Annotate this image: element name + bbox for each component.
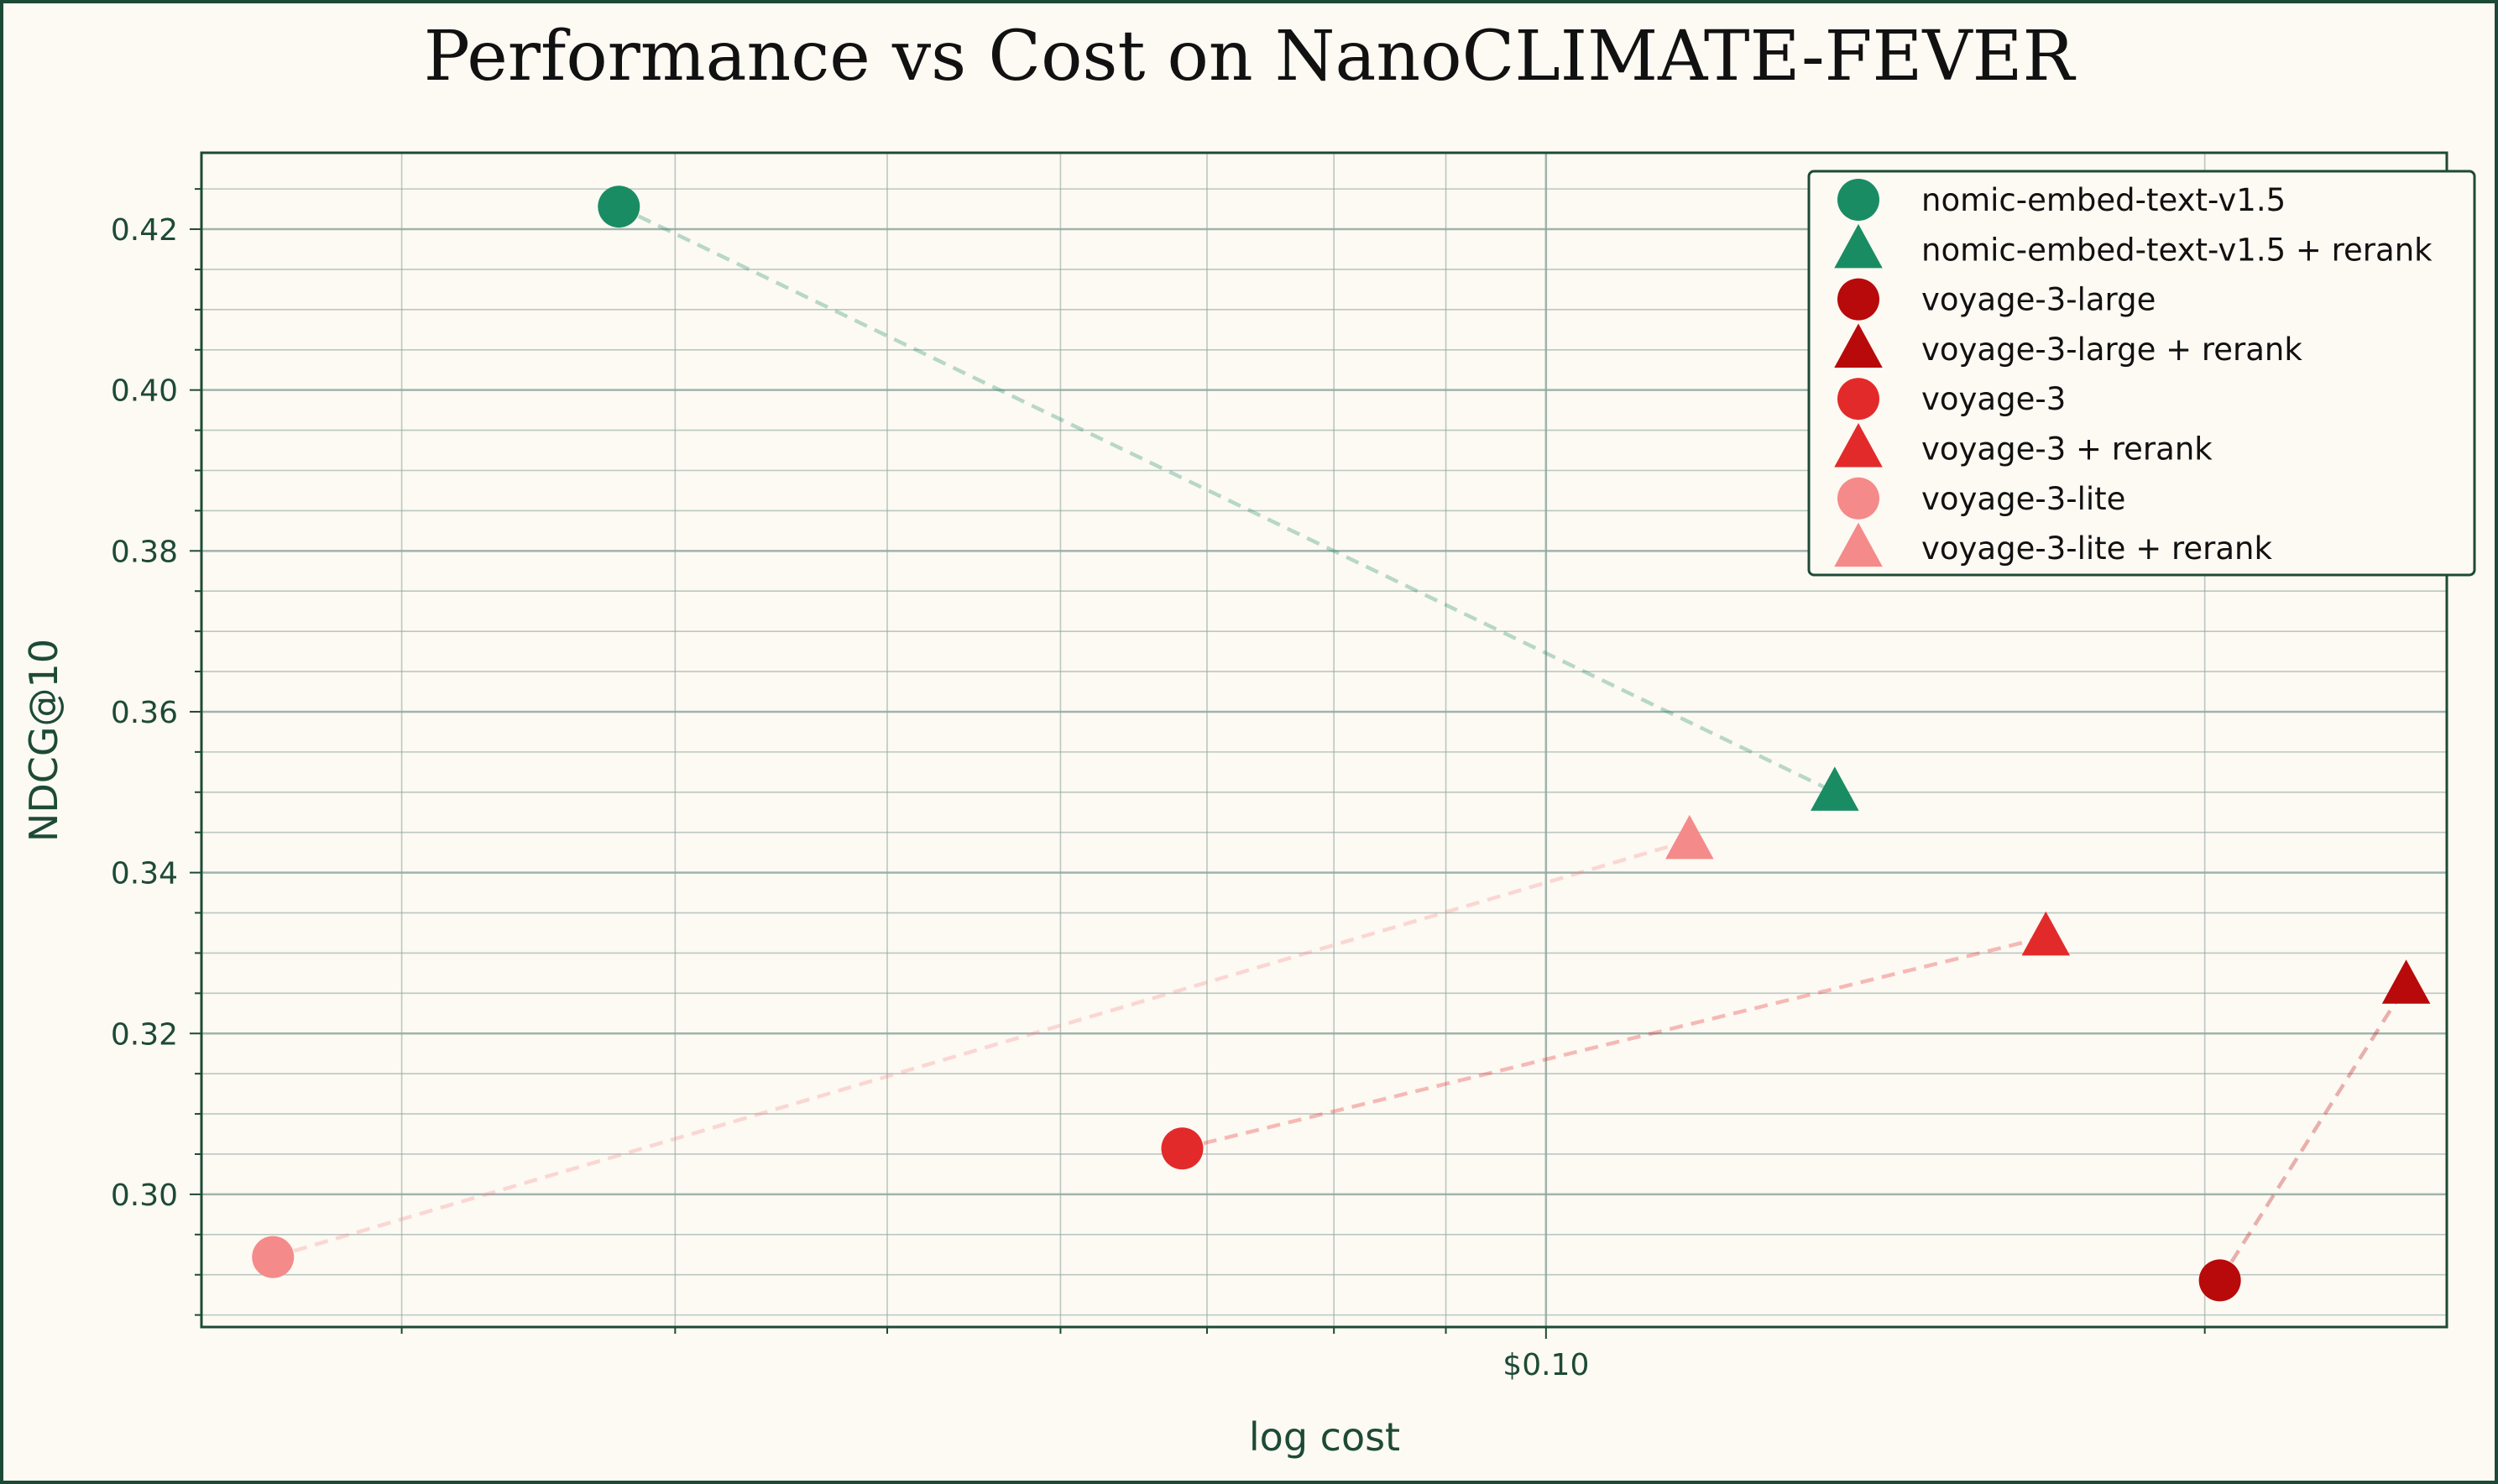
- legend-label: voyage-3: [1921, 381, 2066, 417]
- legend-marker-circle: [1837, 477, 1879, 520]
- legend-marker-triangle: [1834, 423, 1883, 468]
- y-tick-label: 0.38: [111, 535, 178, 569]
- y-tick-label: 0.36: [111, 696, 178, 730]
- data-point-triangle: [1665, 814, 1714, 860]
- legend-label: nomic-embed-text-v1.5: [1921, 182, 2286, 218]
- legend-label: voyage-3 + rerank: [1921, 431, 2213, 468]
- legend-label: voyage-3-lite: [1921, 481, 2125, 517]
- data-points: [252, 186, 2431, 1302]
- legend-marker-circle: [1837, 179, 1879, 221]
- connector-line: [1181, 935, 2046, 1151]
- data-point-circle: [2198, 1259, 2241, 1302]
- legend: nomic-embed-text-v1.5 nomic-embed-text-v1…: [1807, 170, 2476, 577]
- legend-marker-circle: [1837, 278, 1879, 321]
- connector-line: [618, 205, 1836, 794]
- connector-lines: [272, 205, 2408, 1282]
- x-tick-label: $0.10: [1502, 1348, 1589, 1382]
- y-tick-label: 0.40: [111, 374, 178, 409]
- legend-label: voyage-3-large + rerank: [1921, 332, 2302, 368]
- data-point-triangle: [2381, 959, 2431, 1004]
- legend-marker-triangle: [1834, 323, 1883, 368]
- legend-label: voyage-3-lite + rerank: [1921, 530, 2272, 567]
- legend-label: voyage-3-large: [1921, 282, 2156, 318]
- legend-marker-triangle: [1834, 522, 1883, 567]
- x-axis-label: log cost: [1249, 1414, 1400, 1460]
- legend-box: [1807, 170, 2476, 577]
- data-point-circle: [1161, 1127, 1204, 1170]
- axis-ticks: $0.10 0.30 0.32 0.34 0.36 0.38 0.40 0.42: [111, 188, 2206, 1382]
- legend-marker-circle: [1837, 378, 1879, 421]
- chart-title: Performance vs Cost on NanoCLIMATE-FEVER: [424, 17, 2077, 97]
- plot-area-border: [200, 151, 2448, 1329]
- data-point-circle: [252, 1236, 295, 1278]
- y-tick-label: 0.30: [111, 1178, 178, 1213]
- connector-line: [2218, 984, 2408, 1282]
- data-point-triangle: [2021, 911, 2071, 956]
- y-tick-label: 0.42: [111, 213, 178, 248]
- data-point-circle: [598, 186, 640, 228]
- legend-label: nomic-embed-text-v1.5 + rerank: [1921, 232, 2433, 268]
- y-axis-label: NDCG@10: [21, 639, 66, 842]
- y-tick-label: 0.34: [111, 857, 178, 891]
- data-point-triangle: [1811, 766, 1859, 811]
- y-tick-label: 0.32: [111, 1017, 178, 1052]
- connector-line: [272, 839, 1691, 1259]
- legend-marker-triangle: [1834, 223, 1883, 269]
